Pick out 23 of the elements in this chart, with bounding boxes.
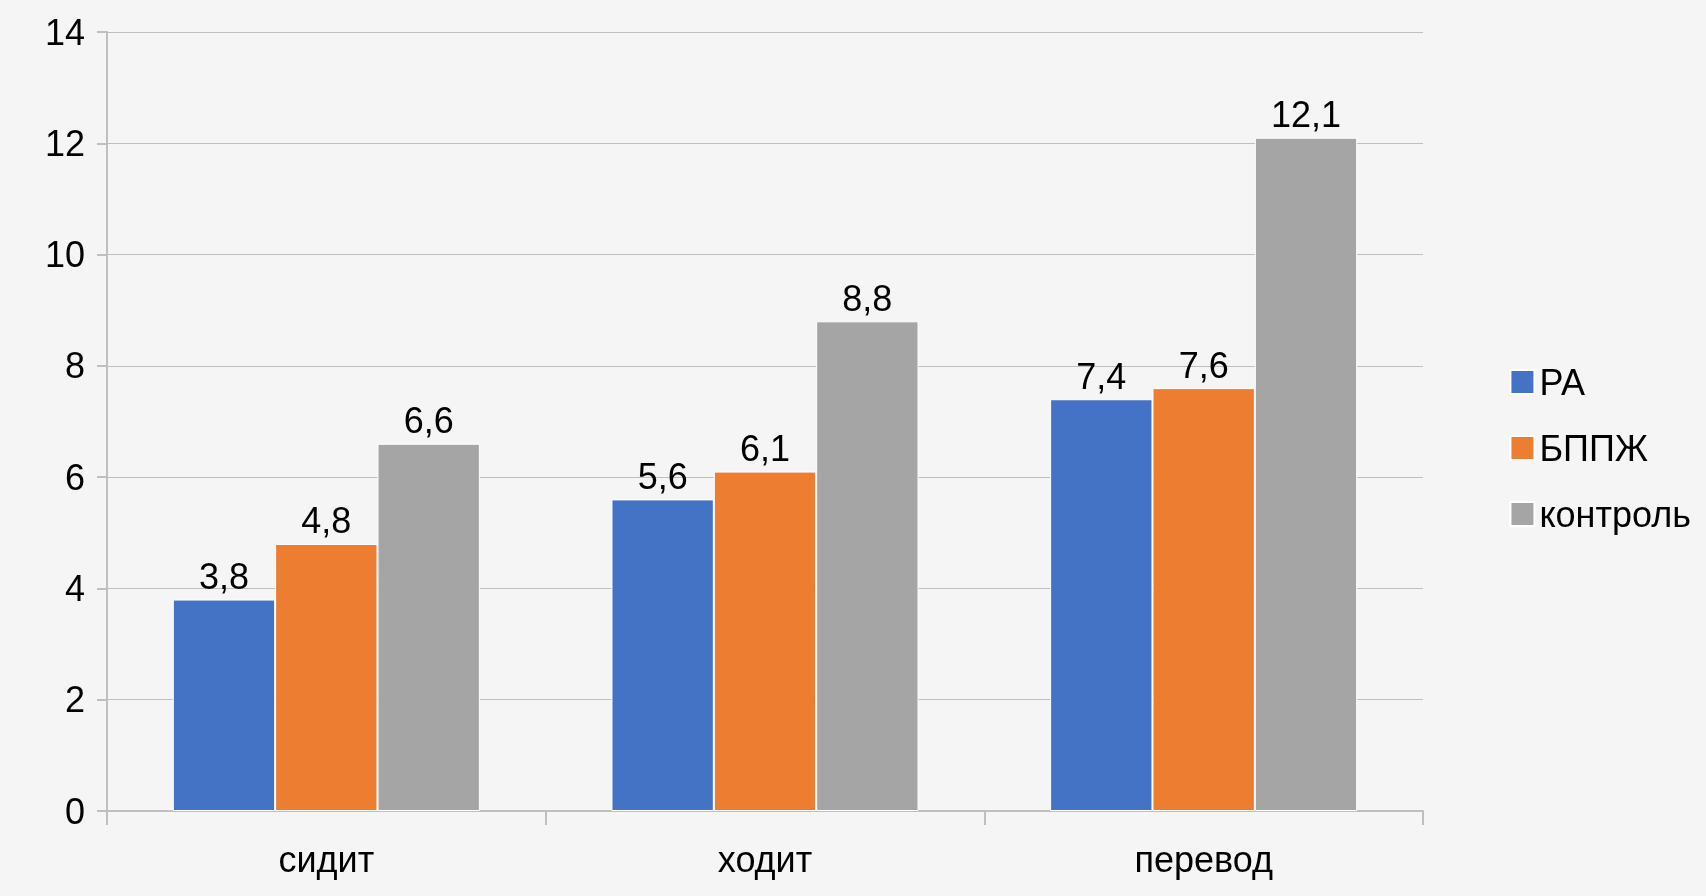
y-tick-label: 0 xyxy=(64,790,85,832)
data-label: 7,4 xyxy=(1076,355,1127,397)
x-tick-label: перевод xyxy=(1134,838,1273,880)
y-tick-label: 12 xyxy=(44,122,85,164)
x-tick-label: ходит xyxy=(717,838,813,880)
y-tick-label: 8 xyxy=(64,345,85,387)
y-tick-label: 14 xyxy=(44,11,85,53)
data-label: 6,6 xyxy=(403,400,454,442)
data-label: 7,6 xyxy=(1178,344,1229,386)
x-tick-label: сидит xyxy=(278,838,375,880)
data-label: 12,1 xyxy=(1270,94,1342,136)
data-label: 3,8 xyxy=(198,556,249,598)
y-tick-label: 6 xyxy=(64,456,85,498)
data-label: 8,8 xyxy=(842,277,893,319)
y-tick-label: 2 xyxy=(64,679,85,721)
data-label: 6,1 xyxy=(739,428,791,470)
legend-label: контроль xyxy=(1539,493,1691,535)
y-tick-label: 4 xyxy=(64,567,85,609)
data-label: 4,8 xyxy=(301,500,352,542)
legend-label: БППЖ xyxy=(1539,427,1649,469)
y-tick-label: 10 xyxy=(44,234,85,276)
data-label: 5,6 xyxy=(637,455,688,497)
legend-label: РА xyxy=(1539,361,1586,403)
